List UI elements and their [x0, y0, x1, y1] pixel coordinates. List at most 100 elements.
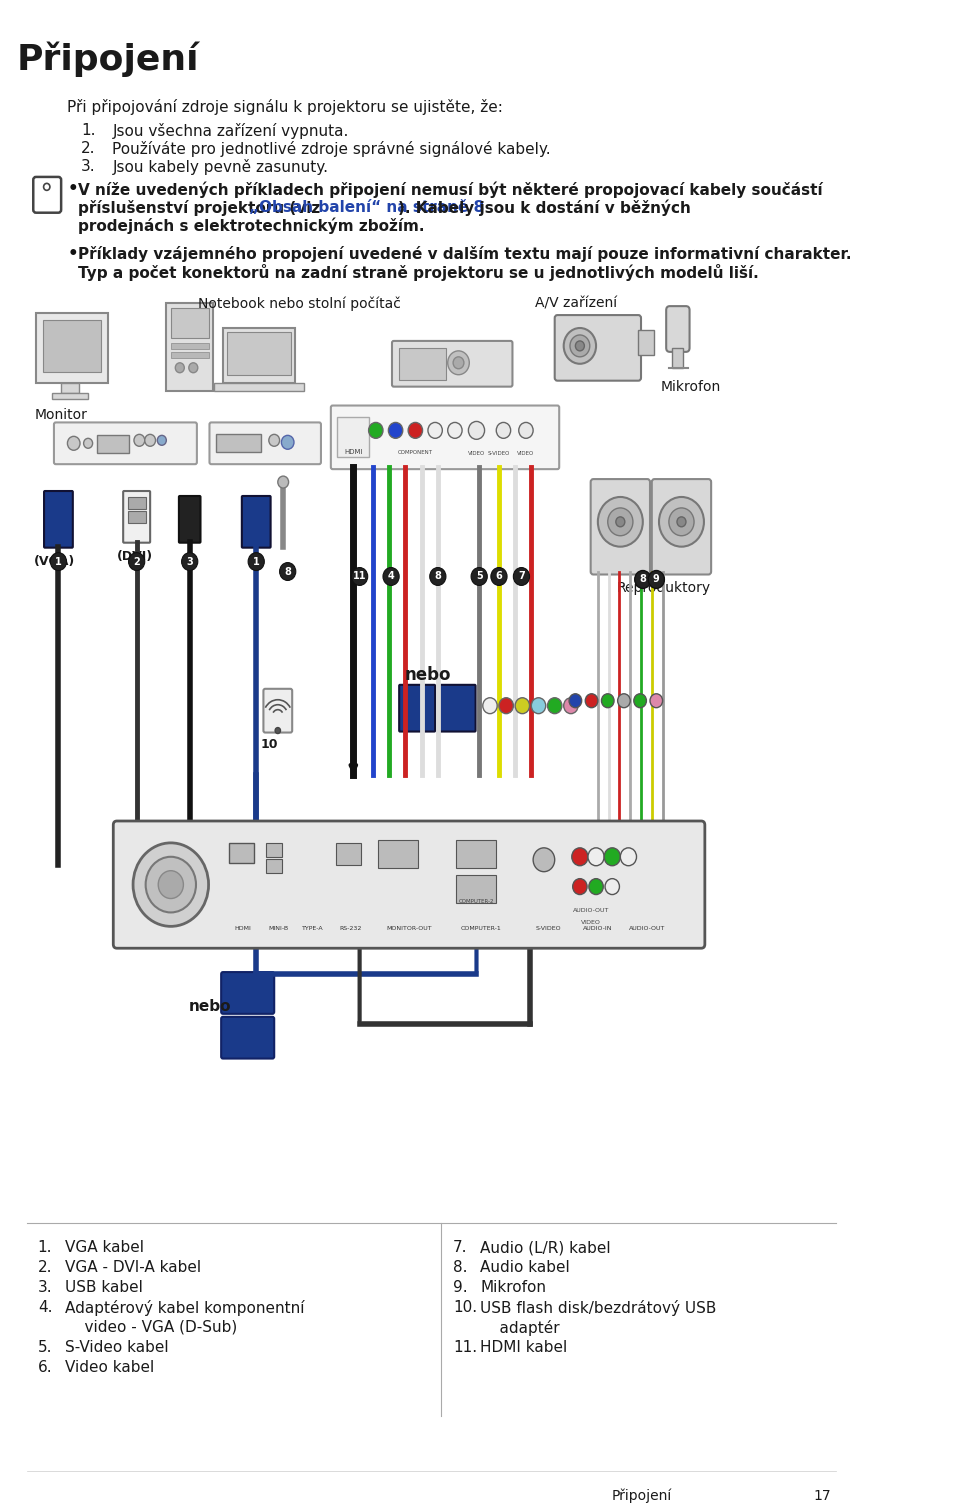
Bar — [61, 382, 79, 393]
Text: Mikrofon: Mikrofon — [660, 379, 721, 394]
Text: 6: 6 — [495, 572, 502, 581]
Bar — [377, 840, 418, 868]
Text: 3.: 3. — [81, 160, 96, 175]
Bar — [97, 435, 129, 453]
Bar — [229, 843, 254, 862]
Text: •: • — [67, 181, 78, 197]
Text: 11.: 11. — [453, 1339, 477, 1354]
Text: TYPE-A: TYPE-A — [302, 927, 324, 932]
Text: 9.: 9. — [453, 1281, 468, 1296]
Text: 4: 4 — [388, 572, 395, 581]
Circle shape — [145, 435, 156, 447]
Text: příslušenství projektoru (viz: příslušenství projektoru (viz — [78, 200, 325, 215]
Circle shape — [133, 843, 208, 927]
Circle shape — [158, 871, 183, 898]
Text: nebo: nebo — [189, 999, 231, 1014]
Text: COMPUTER-2: COMPUTER-2 — [459, 898, 494, 903]
FancyBboxPatch shape — [221, 1017, 275, 1058]
Text: Při připojování zdroje signálu k projektoru se ujistěte, že:: Při připojování zdroje signálu k projekt… — [67, 99, 503, 116]
FancyBboxPatch shape — [666, 306, 689, 352]
Circle shape — [50, 552, 66, 570]
Text: 8: 8 — [639, 575, 646, 584]
Circle shape — [605, 879, 619, 894]
Text: COMPUTER-1: COMPUTER-1 — [461, 927, 501, 932]
Circle shape — [648, 570, 664, 588]
Circle shape — [564, 698, 578, 713]
Circle shape — [650, 694, 662, 707]
Bar — [266, 859, 282, 873]
Text: Jsou kabely pevně zasunuty.: Jsou kabely pevně zasunuty. — [112, 160, 328, 175]
FancyBboxPatch shape — [590, 479, 650, 575]
Circle shape — [533, 847, 555, 871]
Circle shape — [281, 435, 294, 450]
Text: 7.: 7. — [453, 1240, 468, 1255]
Text: Jsou všechna zařízení vypnuta.: Jsou všechna zařízení vypnuta. — [112, 123, 348, 140]
Circle shape — [189, 363, 198, 373]
Circle shape — [447, 423, 462, 438]
Circle shape — [608, 507, 633, 536]
Circle shape — [157, 435, 166, 445]
Text: Audio (L/R) kabel: Audio (L/R) kabel — [480, 1240, 611, 1255]
Text: Adaptérový kabel komponentní: Adaptérový kabel komponentní — [64, 1300, 304, 1315]
FancyBboxPatch shape — [555, 315, 641, 381]
Circle shape — [564, 328, 596, 364]
FancyBboxPatch shape — [399, 685, 435, 731]
Text: Připojení: Připojení — [612, 1488, 672, 1503]
FancyBboxPatch shape — [113, 822, 705, 948]
Bar — [216, 435, 261, 452]
Circle shape — [677, 516, 686, 527]
Circle shape — [516, 698, 530, 713]
Text: •: • — [67, 244, 78, 262]
Text: 8.: 8. — [453, 1260, 468, 1275]
Text: VIDEO: VIDEO — [468, 452, 485, 456]
Text: 4.: 4. — [37, 1300, 52, 1315]
Circle shape — [586, 694, 598, 707]
Text: (VGA): (VGA) — [35, 555, 76, 567]
Circle shape — [471, 567, 488, 585]
Circle shape — [499, 698, 514, 713]
Text: COMPONENT: COMPONENT — [397, 450, 433, 455]
Bar — [336, 843, 361, 865]
Circle shape — [453, 357, 464, 369]
FancyBboxPatch shape — [179, 497, 201, 543]
Circle shape — [572, 847, 588, 865]
Text: 5.: 5. — [37, 1339, 52, 1354]
Circle shape — [428, 423, 443, 438]
Circle shape — [248, 552, 264, 570]
Text: ). Kabely jsou k dostání v běžných: ). Kabely jsou k dostání v běžných — [397, 200, 691, 217]
Text: 3: 3 — [186, 557, 193, 566]
Bar — [266, 843, 282, 856]
Text: video - VGA (D-Sub): video - VGA (D-Sub) — [64, 1320, 237, 1335]
Text: Notebook nebo stolní počítač: Notebook nebo stolní počítač — [198, 296, 400, 310]
Circle shape — [134, 435, 145, 447]
Text: VGA - DVI-A kabel: VGA - DVI-A kabel — [64, 1260, 201, 1275]
Circle shape — [383, 567, 399, 585]
FancyBboxPatch shape — [331, 405, 560, 470]
Bar — [171, 343, 208, 349]
Text: 2: 2 — [133, 557, 140, 566]
Bar — [223, 328, 295, 382]
Text: USB kabel: USB kabel — [64, 1281, 143, 1296]
Text: VGA kabel: VGA kabel — [64, 1240, 144, 1255]
Text: 2.: 2. — [81, 141, 95, 157]
Text: Typ a počet konektorů na zadní straně projektoru se u jednotlivých modelů liší.: Typ a počet konektorů na zadní straně pr… — [78, 265, 759, 281]
Text: 1.: 1. — [81, 123, 95, 138]
Circle shape — [84, 438, 92, 448]
Text: HDMI: HDMI — [234, 927, 252, 932]
Text: 2.: 2. — [37, 1260, 52, 1275]
Circle shape — [408, 423, 422, 438]
Circle shape — [635, 570, 651, 588]
Text: Reproduktory: Reproduktory — [616, 581, 710, 596]
Circle shape — [181, 552, 198, 570]
FancyBboxPatch shape — [263, 689, 292, 733]
Circle shape — [547, 698, 562, 713]
FancyBboxPatch shape — [209, 423, 321, 464]
Circle shape — [615, 516, 625, 527]
Circle shape — [588, 847, 604, 865]
Text: 8: 8 — [434, 572, 442, 581]
Bar — [456, 840, 496, 868]
Text: AUDIO-OUT: AUDIO-OUT — [572, 909, 609, 914]
Circle shape — [573, 879, 588, 894]
Text: 3.: 3. — [37, 1281, 53, 1296]
Bar — [166, 303, 213, 391]
